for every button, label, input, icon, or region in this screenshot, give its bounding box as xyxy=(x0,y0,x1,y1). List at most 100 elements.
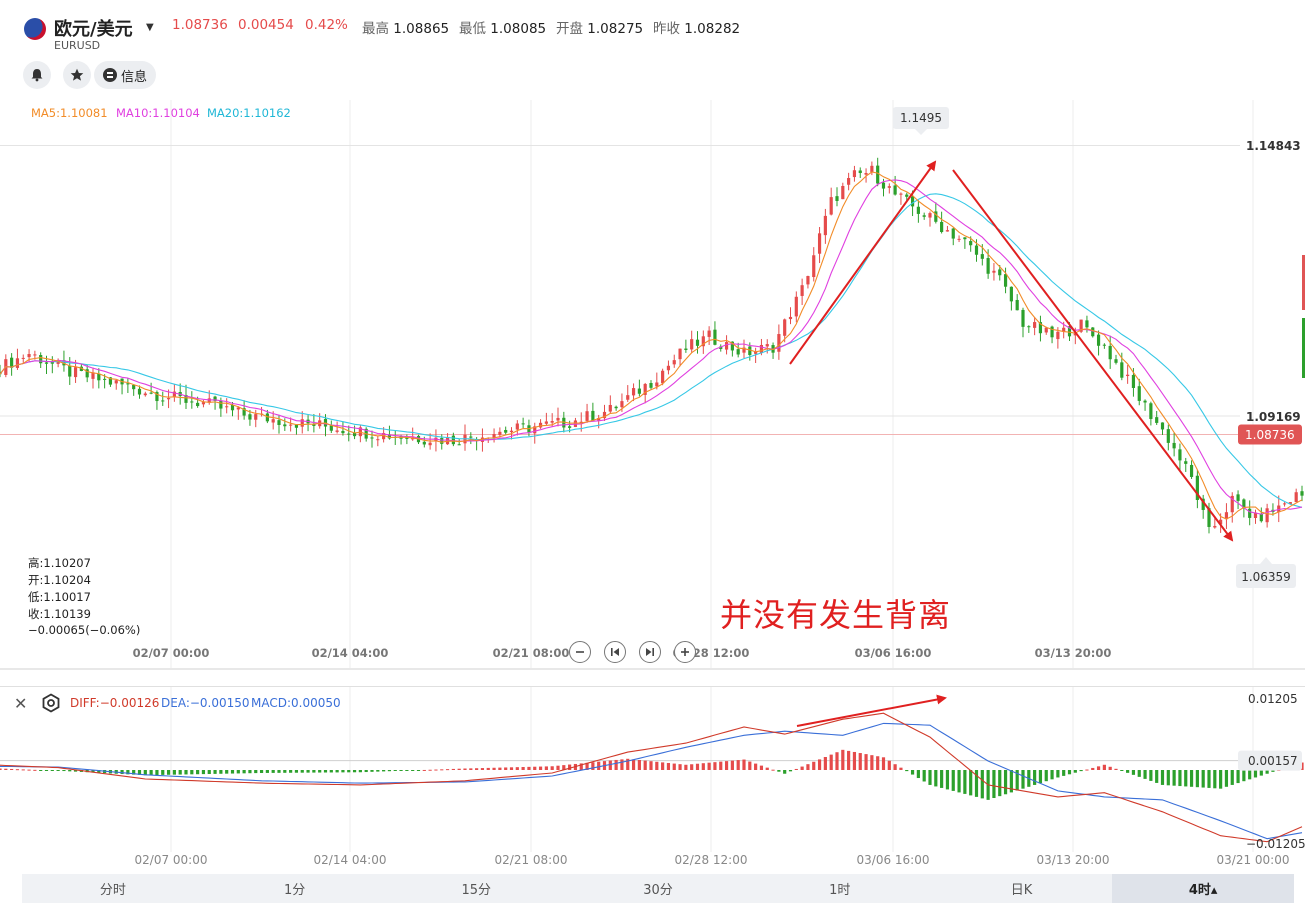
macd-histogram-bar xyxy=(509,767,514,770)
macd-histogram-bar xyxy=(1137,770,1141,777)
zoom-in-button[interactable] xyxy=(674,641,696,663)
ohlc-low: 低:1.10017 xyxy=(28,590,91,604)
chevron-down-icon[interactable]: ▼ xyxy=(146,22,154,33)
candle-body xyxy=(230,404,235,411)
close-icon[interactable]: ✕ xyxy=(14,694,28,713)
zoom-out-button[interactable] xyxy=(569,641,591,663)
candle-body xyxy=(608,404,612,412)
macd-histogram-bar xyxy=(835,752,839,770)
candle-body xyxy=(1300,491,1304,496)
macd-histogram-bar xyxy=(1033,770,1037,785)
macd-histogram-bar xyxy=(678,764,682,770)
ma20-line xyxy=(0,193,1303,508)
macd-histogram-bar xyxy=(887,760,891,770)
candle-body xyxy=(986,258,990,274)
timeframe-tab[interactable]: 1分 xyxy=(283,883,306,898)
macd-histogram-bar xyxy=(1143,770,1147,779)
candle-body xyxy=(21,357,25,359)
alert-button[interactable] xyxy=(23,61,51,89)
candle-body xyxy=(969,241,973,246)
macd-histogram-bar xyxy=(701,763,705,770)
macd-histogram-bar xyxy=(626,758,630,770)
macd-chart[interactable]: 0.01205 0.00157 −0.01205 02/07 00:00 02/14 0… xyxy=(0,686,1305,872)
timeframe-tab[interactable]: 30分 xyxy=(643,883,673,898)
edge-indicator-green xyxy=(1302,318,1305,378)
info-button[interactable]: 信息 xyxy=(94,61,156,89)
macd-histogram-bar xyxy=(475,768,479,770)
macd-histogram-bar xyxy=(1178,770,1182,787)
macd-histogram-bar xyxy=(1265,770,1269,774)
max-price-marker-bg xyxy=(893,107,949,129)
macd-histogram-bar xyxy=(434,769,438,771)
macd-histogram-bar xyxy=(742,759,746,770)
timeframe-tab[interactable]: 1时 xyxy=(829,883,851,898)
candle-body xyxy=(39,355,43,364)
candle-body xyxy=(1085,320,1089,328)
candle-body xyxy=(858,170,862,174)
candle-body xyxy=(1277,505,1281,513)
candle-body xyxy=(108,377,113,385)
scroll-end-button[interactable] xyxy=(639,641,661,663)
macd-histogram-bar xyxy=(1248,770,1252,780)
macd-histogram-bar xyxy=(852,751,857,770)
settings-hexagon-icon[interactable] xyxy=(41,693,61,713)
x-tick-label: 03/06 16:00 xyxy=(855,646,932,660)
macd-x-tick-label: 02/21 08:00 xyxy=(495,853,568,867)
macd-histogram-bar xyxy=(777,770,781,772)
macd-histogram-bar xyxy=(1021,770,1025,789)
macd-histogram-bar xyxy=(33,769,37,771)
macd-histogram-bar xyxy=(161,770,165,775)
macd-histogram-bar xyxy=(724,761,729,770)
timeframe-bar: 分时 1分 15分 30分 1时 日K 4时▴ xyxy=(22,874,1295,903)
macd-histogram-bar xyxy=(974,770,979,797)
timeframe-tab[interactable]: 日K xyxy=(1010,883,1033,898)
macd-histogram-bar xyxy=(370,770,374,772)
candle-body xyxy=(56,360,60,364)
eu-us-flag-icon xyxy=(24,18,46,40)
macd-value-legend: MACD:0.00050 xyxy=(251,696,341,710)
candle-body xyxy=(794,296,798,317)
candle-body xyxy=(1021,309,1025,327)
macd-histogram-bar xyxy=(39,770,43,771)
macd-histogram-bar xyxy=(143,770,147,776)
macd-histogram-bar xyxy=(504,767,508,770)
macd-histogram-bar xyxy=(480,768,485,770)
macd-histogram-bar xyxy=(969,770,973,796)
macd-histogram-bar xyxy=(230,770,235,774)
macd-histogram-bar xyxy=(166,770,171,775)
macd-histogram-bar xyxy=(707,762,711,770)
candle-body xyxy=(33,354,37,356)
skip-forward-icon xyxy=(646,648,654,656)
candle-body xyxy=(637,388,641,394)
max-price-marker-pointer xyxy=(915,129,927,135)
candle-body xyxy=(934,211,938,222)
macd-histogram-bar xyxy=(556,765,560,770)
candle-body xyxy=(155,392,159,402)
chart-header: 欧元/美元 ▼ EURUSD 1.08736 0.00454 0.42% 最高 … xyxy=(0,0,1305,100)
macd-histogram-bar xyxy=(945,770,950,790)
candle-body xyxy=(73,367,78,378)
candle-body xyxy=(329,425,333,431)
macd-histogram-bar xyxy=(568,764,572,770)
pair-name[interactable]: 欧元/美元 xyxy=(54,19,133,40)
macd-histogram-bar xyxy=(1131,770,1136,775)
favorite-button[interactable] xyxy=(63,61,91,89)
timeframe-tab-active[interactable]: 4时▴ xyxy=(1112,874,1295,903)
scroll-start-button[interactable] xyxy=(604,641,626,663)
candle-body xyxy=(422,441,426,445)
candle-body xyxy=(143,393,147,396)
timeframe-tab[interactable]: 15分 xyxy=(461,883,492,898)
candle-body xyxy=(190,401,194,403)
macd-histogram-bar xyxy=(788,770,793,772)
macd-histogram-bar xyxy=(341,770,345,773)
candlestick-chart[interactable]: 02/07 00:00 02/14 04:00 02/21 08:00 02/28 1… xyxy=(0,100,1305,670)
candle-body xyxy=(864,173,868,175)
macd-histogram-bar xyxy=(172,770,176,775)
candle-body xyxy=(672,360,676,365)
macd-diff-legend: DIFF:−0.00126 xyxy=(70,696,160,710)
candle-body xyxy=(800,285,804,296)
timeframe-tab[interactable]: 分时 xyxy=(99,883,126,898)
macd-histogram-bar xyxy=(597,761,601,770)
candle-body xyxy=(1288,502,1292,504)
candle-body xyxy=(1195,475,1199,500)
